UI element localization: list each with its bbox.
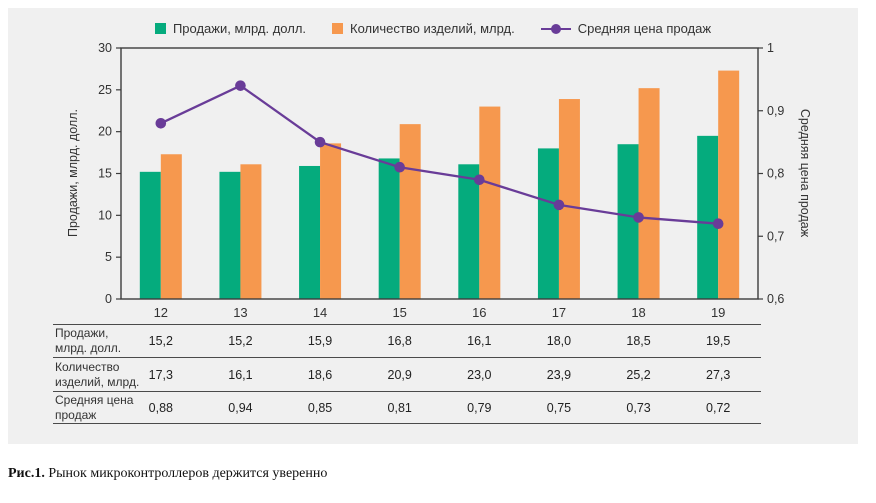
line-marker (633, 212, 644, 223)
table-cell: 0,75 (546, 400, 572, 415)
bar (160, 154, 182, 299)
legend-square-green-icon (154, 23, 166, 34)
table-row: Продажи, млрд. долл. 15,2 15,2 15,9 16,8 16,1… (53, 324, 761, 357)
left-tick-label: 15 (98, 167, 112, 181)
table-cell: 0,79 (467, 400, 492, 415)
table-cell: 23,9 (546, 367, 572, 382)
x-category-label: 15 (392, 305, 406, 320)
legend-label-units: Количество изделий, млрд. (350, 21, 515, 36)
left-tick-label: 0 (105, 292, 112, 306)
table-cell: 20,9 (387, 367, 412, 382)
table-cell: 18,6 (307, 367, 333, 382)
legend-item-avg-price: Средняя цена продаж (540, 21, 712, 36)
x-category-label: 13 (233, 305, 247, 320)
x-category-label: 16 (472, 305, 486, 320)
right-tick-label: 0,8 (767, 167, 784, 181)
table-row: Количество изделий, млрд. 17,3 16,1 18,6 20,… (53, 357, 761, 391)
x-category-label: 14 (313, 305, 327, 320)
table-cell: 23,0 (467, 367, 492, 382)
legend-square-orange-icon (332, 23, 344, 34)
data-table: Продажи, млрд. долл. 15,2 15,2 15,9 16,8 16,1… (53, 324, 761, 424)
line-marker (553, 199, 565, 211)
left-axis-title: Продажи, млрд. долл. (66, 109, 80, 237)
right-axis-title: Средняя цена продаж (798, 108, 812, 238)
combo-chart: 0 5 10 15 20 25 30 0,6 0,7 0,8 0,9 1 12 13 14 15 16 17 18 1… (98, 41, 784, 320)
left-tick-label: 25 (98, 83, 112, 97)
table-cell: 0,73 (626, 400, 651, 415)
avg-price-line (160, 84, 719, 225)
table-cell: 0,85 (307, 400, 333, 415)
bar-series-0 (139, 135, 719, 299)
bar (240, 164, 262, 299)
table-cell: 18,0 (546, 334, 572, 348)
bar-series-1 (160, 70, 740, 300)
table-cell: 27,3 (706, 367, 731, 382)
x-category-label: 18 (631, 305, 645, 320)
line-marker (235, 80, 246, 91)
bar (558, 99, 580, 299)
table-cell: 17,3 (148, 367, 173, 382)
bar (697, 135, 719, 299)
table-cell: 15,2 (228, 334, 253, 348)
bar (320, 143, 342, 299)
bar (458, 164, 480, 299)
bar (638, 88, 660, 299)
bar (219, 171, 241, 299)
right-tick-label: 0,7 (767, 229, 784, 243)
left-tick-label: 10 (98, 208, 112, 222)
legend-label-sales: Продажи, млрд. долл. (172, 21, 307, 36)
line-marker (394, 161, 405, 173)
x-category-label: 19 (711, 305, 725, 320)
bar (479, 106, 501, 299)
table-cell: 16,8 (387, 334, 412, 348)
left-tick-label: 5 (105, 250, 112, 264)
x-category-label: 17 (552, 305, 566, 320)
bar (718, 70, 740, 299)
table-cell: 15,9 (307, 334, 333, 348)
line-marker (155, 118, 167, 129)
legend-line-dot-icon (540, 23, 571, 34)
table-cell: 15,2 (148, 334, 173, 348)
right-tick-label: 1 (767, 41, 774, 55)
line-marker (314, 136, 326, 148)
legend-label-avg-price: Средняя цена продаж (577, 21, 712, 36)
right-tick-label: 0,9 (767, 104, 784, 118)
caption-text: Рынок микроконтроллеров держится уверенн… (44, 466, 328, 481)
table-cell: 0,94 (228, 400, 253, 415)
line-marker (474, 174, 485, 186)
right-tick-label: 0,6 (767, 292, 784, 306)
bar (299, 165, 321, 299)
left-tick-label: 30 (98, 41, 112, 55)
bar (617, 144, 639, 299)
table-cell: 0,72 (706, 400, 731, 415)
table-row-label: Средняя цена продаж (55, 392, 134, 422)
legend-item-units: Количество изделий, млрд. (332, 21, 515, 36)
line-marker (712, 218, 724, 229)
table-cell: 25,2 (626, 367, 651, 382)
table-cell: 0,81 (387, 400, 412, 415)
table-cell: 18,5 (626, 334, 651, 348)
x-category-label: 12 (154, 305, 168, 320)
bar (537, 148, 559, 299)
table-cell: 19,5 (706, 334, 731, 348)
bar (378, 158, 400, 299)
table-row-label: Количество изделий, млрд. (55, 359, 140, 389)
legend-item-sales: Продажи, млрд. долл. (154, 21, 307, 36)
table-row-label: Продажи, млрд. долл. (55, 326, 122, 355)
table-row: Средняя цена продаж 0,88 0,94 0,85 0,81 0,79 0… (53, 391, 761, 423)
table-cell: 16,1 (228, 367, 253, 382)
table-cell: 16,1 (467, 334, 492, 348)
table-cell: 0,88 (148, 400, 173, 415)
left-tick-label: 20 (98, 125, 112, 139)
bar (399, 124, 421, 300)
chart-panel: Продажи, млрд. долл. Количество изделий,… (8, 8, 858, 444)
chart-legend: Продажи, млрд. долл. Количество изделий,… (8, 21, 858, 36)
caption-label: Рис.1. (8, 466, 45, 481)
figure-caption: Рис.1. Рынок микроконтроллеров держится … (8, 466, 327, 482)
bar (139, 171, 161, 299)
